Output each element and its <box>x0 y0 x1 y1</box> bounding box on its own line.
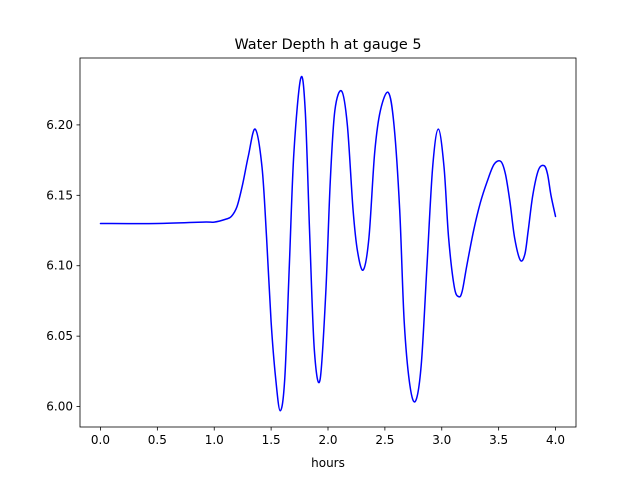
x-tick-label: 2.0 <box>318 433 337 447</box>
x-tick-label: 1.0 <box>205 433 224 447</box>
plot-area: 0.0 0.5 1.0 1.5 2.0 2.5 3.0 3.5 4.0 6.00 6.05 6.10 6… <box>46 57 577 447</box>
x-axis-label: hours <box>311 456 345 470</box>
x-tick-label: 3.0 <box>432 433 451 447</box>
x-tick-label: 0.0 <box>91 433 110 447</box>
y-tick-label: 6.15 <box>46 188 73 202</box>
x-tick-label: 2.5 <box>375 433 394 447</box>
x-tick-label: 1.5 <box>262 433 281 447</box>
series-line-0 <box>99 75 557 412</box>
x-tick-label: 4.0 <box>546 433 565 447</box>
y-tick-label: 6.05 <box>46 329 73 343</box>
y-tick-label: 6.10 <box>46 259 73 273</box>
x-tick-label: 0.5 <box>148 433 167 447</box>
x-tick-label: 3.5 <box>489 433 508 447</box>
chart-title: Water Depth h at gauge 5 <box>234 37 421 53</box>
y-tick-label: 6.00 <box>46 400 73 414</box>
y-tick-label: 6.20 <box>46 118 73 132</box>
